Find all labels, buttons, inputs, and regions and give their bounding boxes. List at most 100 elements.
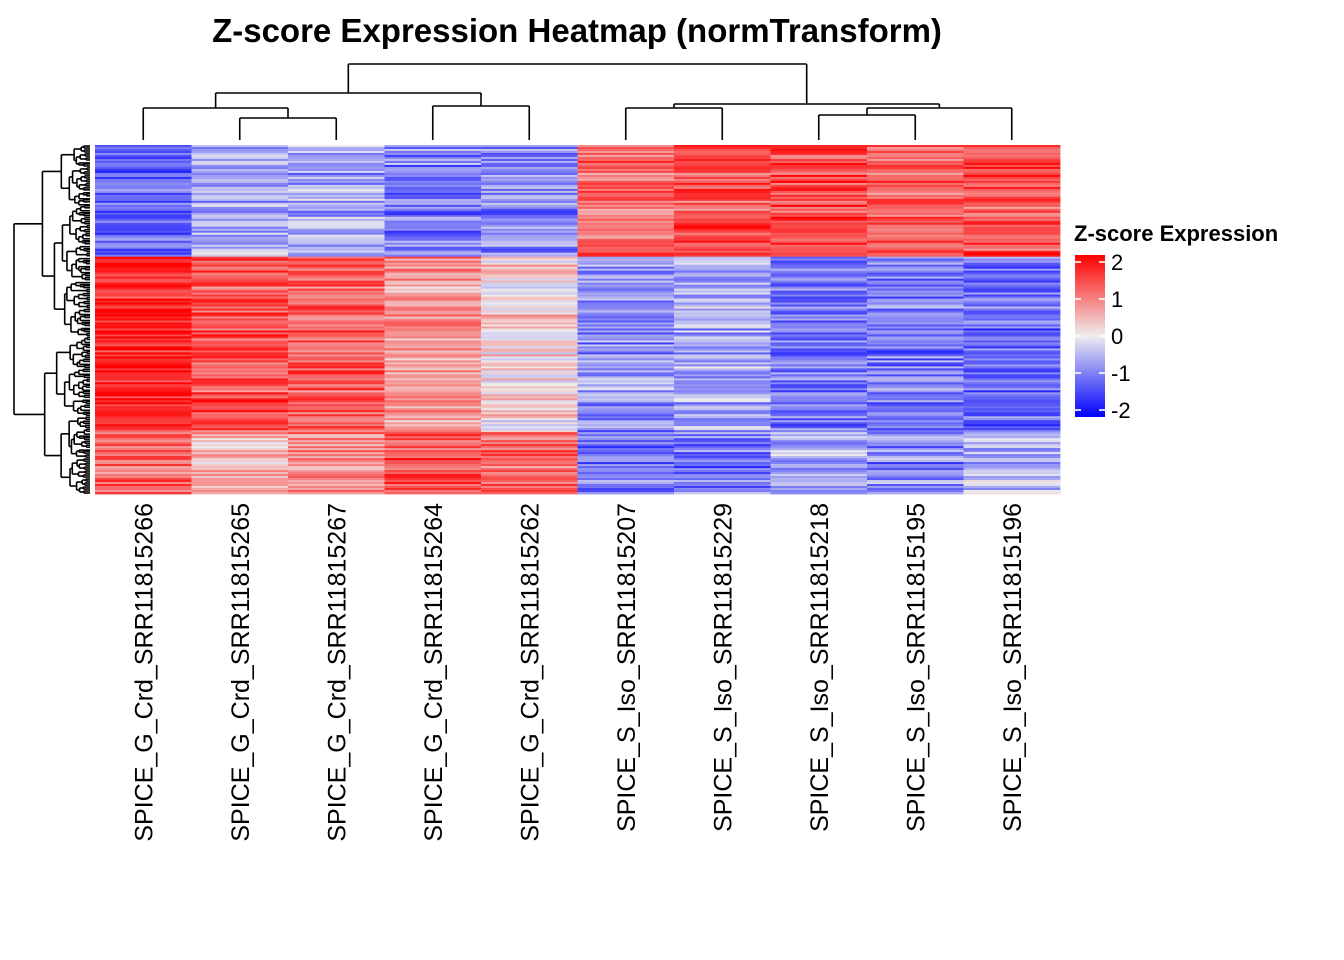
heatmap-cell [963,376,1061,379]
heatmap-cell [288,364,385,367]
heatmap-cell [867,342,964,345]
heatmap-cell [191,318,289,321]
heatmap-cell [384,440,482,443]
heatmap-cell [288,226,385,230]
heatmap-cell [288,178,385,182]
heatmap-cell [867,326,964,329]
heatmap-cell [770,410,868,413]
heatmap-cell [867,456,964,459]
heatmap-cell [384,252,482,256]
heatmap-cell [481,464,578,467]
heatmap-cell [288,400,385,403]
heatmap-cell [963,452,1061,455]
heatmap-cell [288,274,385,278]
heatmap-cell [867,160,964,164]
heatmap-cell [963,260,1061,264]
heatmap-cell [288,372,385,375]
heatmap-grid [95,145,1061,495]
heatmap-cell [481,398,578,401]
heatmap-cell [384,236,482,240]
heatmap-cell [770,442,868,445]
heatmap-cell [867,264,964,268]
heatmap-cell [577,422,675,425]
heatmap-cell [577,288,675,291]
heatmap-cell [674,268,771,272]
heatmap-cell [95,436,192,439]
heatmap-cell [191,158,289,162]
heatmap-cell [867,468,964,471]
heatmap-cell [674,190,771,194]
heatmap-cell [963,262,1061,266]
heatmap-cell [674,316,771,319]
heatmap-cell [191,320,289,323]
heatmap-cell [191,354,289,357]
heatmap-cell [288,366,385,369]
heatmap-cell [288,322,385,325]
heatmap-cell [963,362,1061,365]
heatmap-cell [191,356,289,359]
heatmap-cell [770,280,868,283]
heatmap-cell [674,384,771,387]
heatmap-cell [867,402,964,405]
heatmap-cell [288,194,385,198]
heatmap-cell [481,232,578,236]
heatmap-cell [481,450,578,453]
heatmap-cell [770,476,868,479]
heatmap-cell [674,296,771,299]
heatmap-cell [963,264,1061,268]
heatmap-cell [770,266,868,270]
heatmap-cell [481,196,578,200]
heatmap-cell [577,282,675,285]
heatmap-cell [770,492,868,495]
heatmap-cell [288,216,385,220]
heatmap-cell [770,306,868,309]
heatmap-cell [770,196,868,200]
heatmap-cell [191,352,289,355]
heatmap-cell [481,460,578,463]
heatmap-cell [288,436,385,439]
heatmap-cell [95,230,192,234]
heatmap-cell [577,244,675,248]
heatmap-cell [867,388,964,391]
heatmap-cell [95,426,192,429]
heatmap-cell [770,312,868,315]
heatmap-cell [384,206,482,210]
heatmap-cell [95,360,192,363]
heatmap-cell [481,150,578,154]
heatmap-cell [481,266,578,270]
heatmap-cell [191,292,289,295]
heatmap-cell [95,226,192,230]
heatmap-cell [770,346,868,349]
heatmap-cell [674,224,771,228]
heatmap-cell [674,218,771,222]
heatmap-cell [770,170,868,174]
heatmap-cell [770,284,868,287]
heatmap-cell [674,176,771,180]
heatmap-cell [481,246,578,250]
heatmap-cell [481,476,578,479]
heatmap-cell [481,336,578,339]
heatmap-cell [577,172,675,176]
heatmap-cell [770,252,868,256]
heatmap-cell [674,272,771,276]
heatmap-cell [191,344,289,347]
heatmap-cell [577,214,675,218]
heatmap-cell [577,388,675,391]
heatmap-cell [95,388,192,391]
heatmap-cell [288,258,385,262]
heatmap-cell [481,382,578,385]
heatmap-cell [95,250,192,254]
heatmap-cell [963,318,1061,321]
heatmap-cell [674,346,771,349]
heatmap-cell [481,316,578,319]
heatmap-cell [288,250,385,254]
heatmap-cell [384,180,482,184]
heatmap-cell [191,236,289,240]
heatmap-cell [867,488,964,491]
heatmap-cell [963,310,1061,313]
heatmap-cell [963,384,1061,387]
heatmap-cell [674,184,771,188]
heatmap-cell [674,244,771,248]
heatmap-cell [577,322,675,325]
heatmap-cell [481,406,578,409]
